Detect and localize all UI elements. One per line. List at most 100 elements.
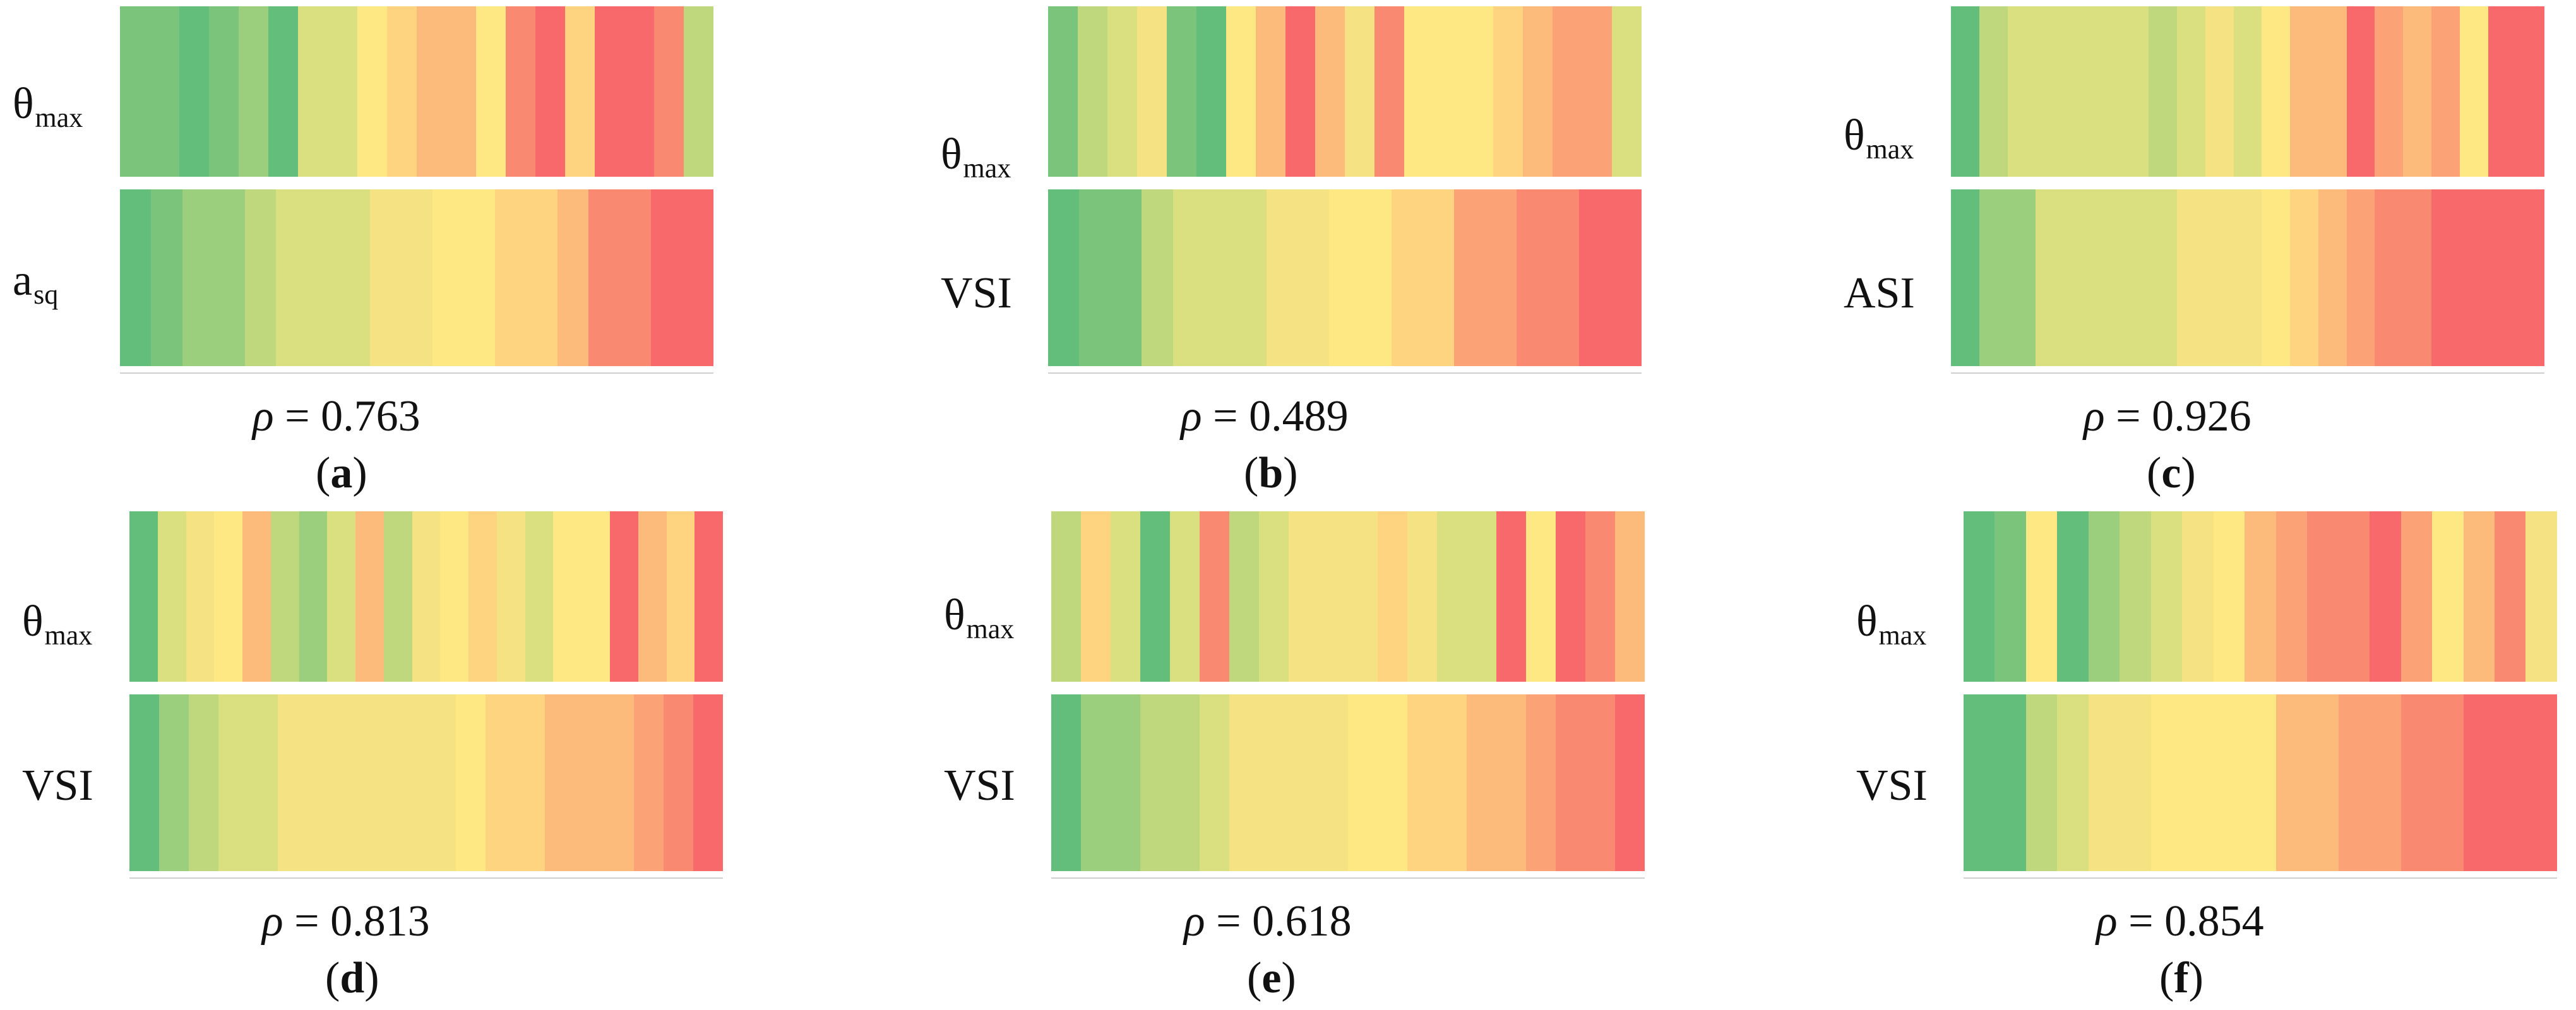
bottom-heat-cell xyxy=(2213,694,2245,871)
rho-value: ρ = 0.854 xyxy=(2096,896,2264,947)
rho-symbol: ρ xyxy=(1184,897,1205,946)
top-heat-cell xyxy=(1256,6,1285,177)
top-heat-cell xyxy=(1496,511,1526,682)
bottom-heat-cell xyxy=(2463,694,2495,871)
bottom-heat-cell xyxy=(2245,694,2276,871)
bottom-heat-cell xyxy=(1170,694,1200,871)
bottom-heat-cell xyxy=(367,694,397,871)
bottom-heat-cell xyxy=(2318,189,2347,366)
panel-caption: (c) xyxy=(2147,448,2196,499)
top-heat-cell xyxy=(565,6,595,177)
top-heat-cell xyxy=(417,6,446,177)
bottom-heat-cell xyxy=(1437,694,1467,871)
bottom-heat-cell xyxy=(1585,694,1615,871)
top-heat-cell xyxy=(2088,511,2120,682)
caption-close: ) xyxy=(364,954,379,1002)
bottom-heat-cell xyxy=(2375,189,2404,366)
bottom-heat-cell xyxy=(588,189,620,366)
panel-f: θmax VSI ρ = 0.854 (f) xyxy=(1856,511,2576,1010)
panel-caption: (d) xyxy=(325,953,379,1004)
bottom-row-label-main: a xyxy=(13,256,33,305)
bottom-heat-cell xyxy=(619,189,651,366)
top-heat-cell xyxy=(1437,511,1467,682)
panel-d: θmax VSI ρ = 0.813 (d) xyxy=(22,511,874,1010)
top-heat-cell xyxy=(298,6,328,177)
top-heat-cell xyxy=(1378,511,1407,682)
bottom-heat-cell xyxy=(2120,694,2151,871)
top-heat-cell xyxy=(355,511,384,682)
bottom-heat-cell xyxy=(1110,189,1142,366)
top-heat-cell xyxy=(157,511,186,682)
top-heat-cell xyxy=(1285,6,1315,177)
top-heat-cell xyxy=(2338,511,2370,682)
bottom-heat-cell xyxy=(244,189,277,366)
top-heat-cell xyxy=(2307,511,2339,682)
top-heat-cell xyxy=(1523,6,1553,177)
bottom-heat-cell xyxy=(1951,189,1979,366)
rho-number: = 0.854 xyxy=(2117,897,2264,946)
top-heat-cell xyxy=(120,6,150,177)
bottom-heat-cell xyxy=(2459,189,2488,366)
bottom-heat-cell xyxy=(369,189,402,366)
bottom-heat-cell xyxy=(1979,189,2008,366)
top-heat-cell xyxy=(186,511,215,682)
panel-a: θmax asq ρ = 0.763 (a) xyxy=(13,6,865,505)
bottom-heat-cell xyxy=(1172,189,1205,366)
top-heat-cell xyxy=(2182,511,2214,682)
top-heat-cell xyxy=(2459,6,2488,177)
bottom-heat-cell xyxy=(2120,189,2149,366)
top-heat-cell xyxy=(2149,6,2178,177)
top-heat-cell xyxy=(150,6,179,177)
bottom-heat-cell xyxy=(218,694,248,871)
top-heat-cell xyxy=(535,6,565,177)
bottom-heat-cell xyxy=(2346,189,2375,366)
bottom-heat-cell xyxy=(463,189,495,366)
bottom-heat-strip xyxy=(1951,189,2545,366)
panel-e: θmax VSI ρ = 0.618 (e) xyxy=(944,511,1796,1010)
top-row-label: θmax xyxy=(944,593,1014,643)
top-row-label-sub: max xyxy=(35,102,83,133)
bottom-heat-cell xyxy=(1259,694,1289,871)
top-heat-cell xyxy=(2400,511,2433,682)
bottom-heat-cell xyxy=(2432,694,2464,871)
top-heat-cell xyxy=(695,511,724,682)
top-heat-cell xyxy=(1556,511,1585,682)
top-row-label-sub: max xyxy=(44,620,93,651)
top-heat-cell xyxy=(2375,6,2404,177)
top-heat-cell xyxy=(525,511,554,682)
bottom-heat-cell xyxy=(337,694,367,871)
top-heat-cell xyxy=(1229,511,1259,682)
bottom-heat-cell xyxy=(278,694,307,871)
top-heat-cell xyxy=(2525,511,2557,682)
caption-letter: d xyxy=(340,954,365,1002)
bottom-heat-cell xyxy=(2403,189,2432,366)
bottom-heat-cell xyxy=(1547,189,1579,366)
top-heat-cell xyxy=(2432,511,2464,682)
bottom-heat-cell xyxy=(1556,694,1585,871)
top-heat-cell xyxy=(1526,511,1556,682)
top-row-label-main: θ xyxy=(1856,597,1878,646)
top-heat-cell xyxy=(468,511,497,682)
bottom-heat-strip xyxy=(129,694,723,871)
rho-number: = 0.763 xyxy=(273,392,420,441)
bottom-heat-cell xyxy=(1407,694,1437,871)
top-heat-cell xyxy=(179,6,209,177)
top-heat-cell xyxy=(506,6,535,177)
bottom-heat-strip xyxy=(1964,694,2557,871)
bottom-heat-cell xyxy=(1610,189,1642,366)
top-heat-cell xyxy=(1951,6,1979,177)
bottom-row-label-main: VSI xyxy=(1856,761,1928,810)
top-heat-cell xyxy=(2233,6,2262,177)
bottom-heat-cell xyxy=(2064,189,2092,366)
baseline xyxy=(1964,877,2557,879)
bottom-heat-cell xyxy=(2431,189,2460,366)
bottom-heat-cell xyxy=(120,189,152,366)
caption-open: ( xyxy=(1244,449,1259,497)
top-heat-cell xyxy=(581,511,611,682)
bottom-heat-strip xyxy=(1048,189,1642,366)
caption-open: ( xyxy=(316,449,331,497)
top-heat-cell xyxy=(2290,6,2318,177)
top-heat-cell xyxy=(2403,6,2432,177)
top-heat-cell xyxy=(2262,6,2291,177)
bottom-heat-cell xyxy=(1360,189,1392,366)
